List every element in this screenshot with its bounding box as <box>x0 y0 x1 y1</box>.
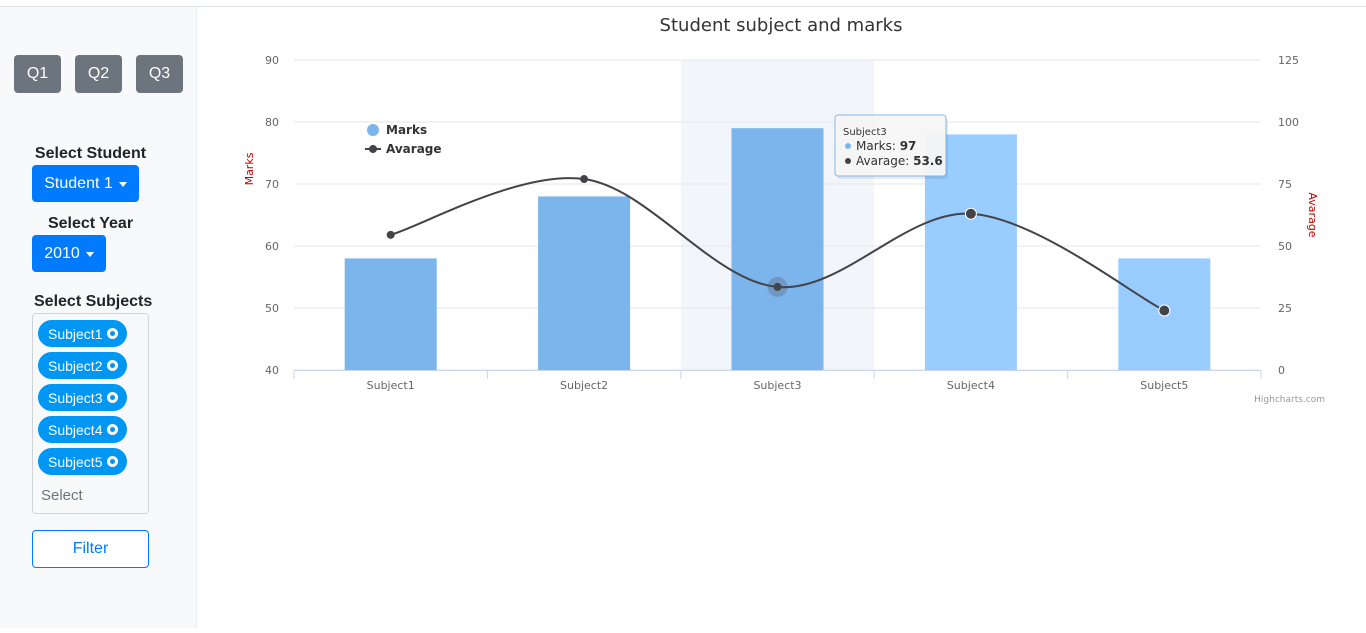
tooltip <box>834 114 947 177</box>
select-student-label: Select Student <box>34 145 147 162</box>
y2-tick-label: 75 <box>1278 178 1292 191</box>
q2-button[interactable]: Q2 <box>75 55 122 93</box>
subject-chip-label: Subject4 <box>48 421 103 438</box>
credits-link[interactable]: Highcharts.com <box>1254 395 1325 405</box>
remove-chip-icon[interactable] <box>107 328 119 339</box>
subject-chip[interactable]: Subject5 <box>38 448 127 475</box>
y-tick-label: 80 <box>265 116 279 129</box>
chevron-down-icon <box>118 182 127 187</box>
y2-tick-label: 25 <box>1278 302 1292 315</box>
subject-chip-label: Subject1 <box>48 325 103 342</box>
tooltip-average-row: Avarage: 53.6 <box>856 154 943 168</box>
subjects-search-placeholder[interactable]: Select <box>41 487 83 504</box>
subject-chip-label: Subject5 <box>48 453 103 470</box>
subject-chip[interactable]: Subject1 <box>38 320 127 347</box>
sidebar: Q1 Q2 Q3 Select Student Student 1 Select… <box>0 7 197 628</box>
marks-chart: 40 50 60 70 80 90 0 25 50 75 100 125 Subject1 Subject… <box>243 15 1325 405</box>
chart-title: Student subject and marks <box>660 15 903 36</box>
subject-chip[interactable]: Subject2 <box>38 352 127 379</box>
legend-item-marks[interactable]: Marks <box>386 123 427 137</box>
chevron-down-icon <box>85 252 94 257</box>
y-tick-label: 90 <box>265 54 279 67</box>
y-tick-label: 60 <box>265 240 279 253</box>
bar[interactable] <box>538 196 631 370</box>
tooltip-marks-symbol <box>845 143 851 149</box>
subject-chip-label: Subject3 <box>48 389 103 406</box>
subject-chip-label: Subject2 <box>48 357 103 374</box>
average-point[interactable] <box>1158 304 1171 317</box>
y-axis-title: Marks <box>243 152 256 185</box>
year-dropdown-value: 2010 <box>44 244 80 262</box>
legend-item-average[interactable]: Avarage <box>386 142 442 156</box>
x-tick-label: Subject2 <box>560 379 608 392</box>
remove-chip-icon[interactable] <box>107 456 119 467</box>
bar[interactable] <box>344 258 437 370</box>
x-tick-label: Subject5 <box>1140 379 1188 392</box>
y-tick-label: 50 <box>265 302 279 315</box>
average-point[interactable] <box>580 175 589 184</box>
legend-marks-symbol <box>367 124 379 136</box>
x-tick-label: Subject1 <box>367 379 415 392</box>
y2-axis-title: Avarage <box>1306 192 1319 237</box>
y2-tick-label: 0 <box>1278 364 1285 377</box>
bar[interactable] <box>731 128 824 370</box>
chart-container: 40 50 60 70 80 90 0 25 50 75 100 125 Subject1 Subject… <box>198 8 1366 628</box>
tooltip-marks-row: Marks: 97 <box>856 139 916 153</box>
student-dropdown[interactable]: Student 1 <box>32 165 139 202</box>
legend-average-symbol <box>369 145 377 153</box>
y-tick-label: 70 <box>265 178 279 191</box>
remove-chip-icon[interactable] <box>107 392 119 403</box>
filter-button[interactable]: Filter <box>32 530 149 568</box>
top-divider <box>0 6 1366 7</box>
x-tick-label: Subject3 <box>753 379 801 392</box>
average-point[interactable] <box>964 207 977 220</box>
q3-button[interactable]: Q3 <box>136 55 183 93</box>
tooltip-average-symbol <box>845 158 851 164</box>
year-dropdown[interactable]: 2010 <box>32 235 106 272</box>
subject-chip[interactable]: Subject4 <box>38 416 127 443</box>
average-point[interactable] <box>386 230 395 239</box>
remove-chip-icon[interactable] <box>107 424 119 435</box>
y2-tick-label: 50 <box>1278 240 1292 253</box>
student-dropdown-value: Student 1 <box>44 174 113 192</box>
average-point[interactable] <box>773 282 782 291</box>
y2-tick-label: 100 <box>1278 116 1299 129</box>
tooltip-title: Subject3 <box>843 127 887 138</box>
x-tick-label: Subject4 <box>947 379 995 392</box>
y2-tick-label: 125 <box>1278 54 1299 67</box>
remove-chip-icon[interactable] <box>107 360 119 371</box>
y-tick-label: 40 <box>265 364 279 377</box>
select-subjects-label: Select Subjects <box>34 293 153 310</box>
subject-chip[interactable]: Subject3 <box>38 384 127 411</box>
select-year-label: Select Year <box>47 215 134 232</box>
subjects-multiselect[interactable]: Subject1 Subject2 Subject3 Subject4 Subj… <box>32 313 149 514</box>
q1-button[interactable]: Q1 <box>14 55 61 93</box>
